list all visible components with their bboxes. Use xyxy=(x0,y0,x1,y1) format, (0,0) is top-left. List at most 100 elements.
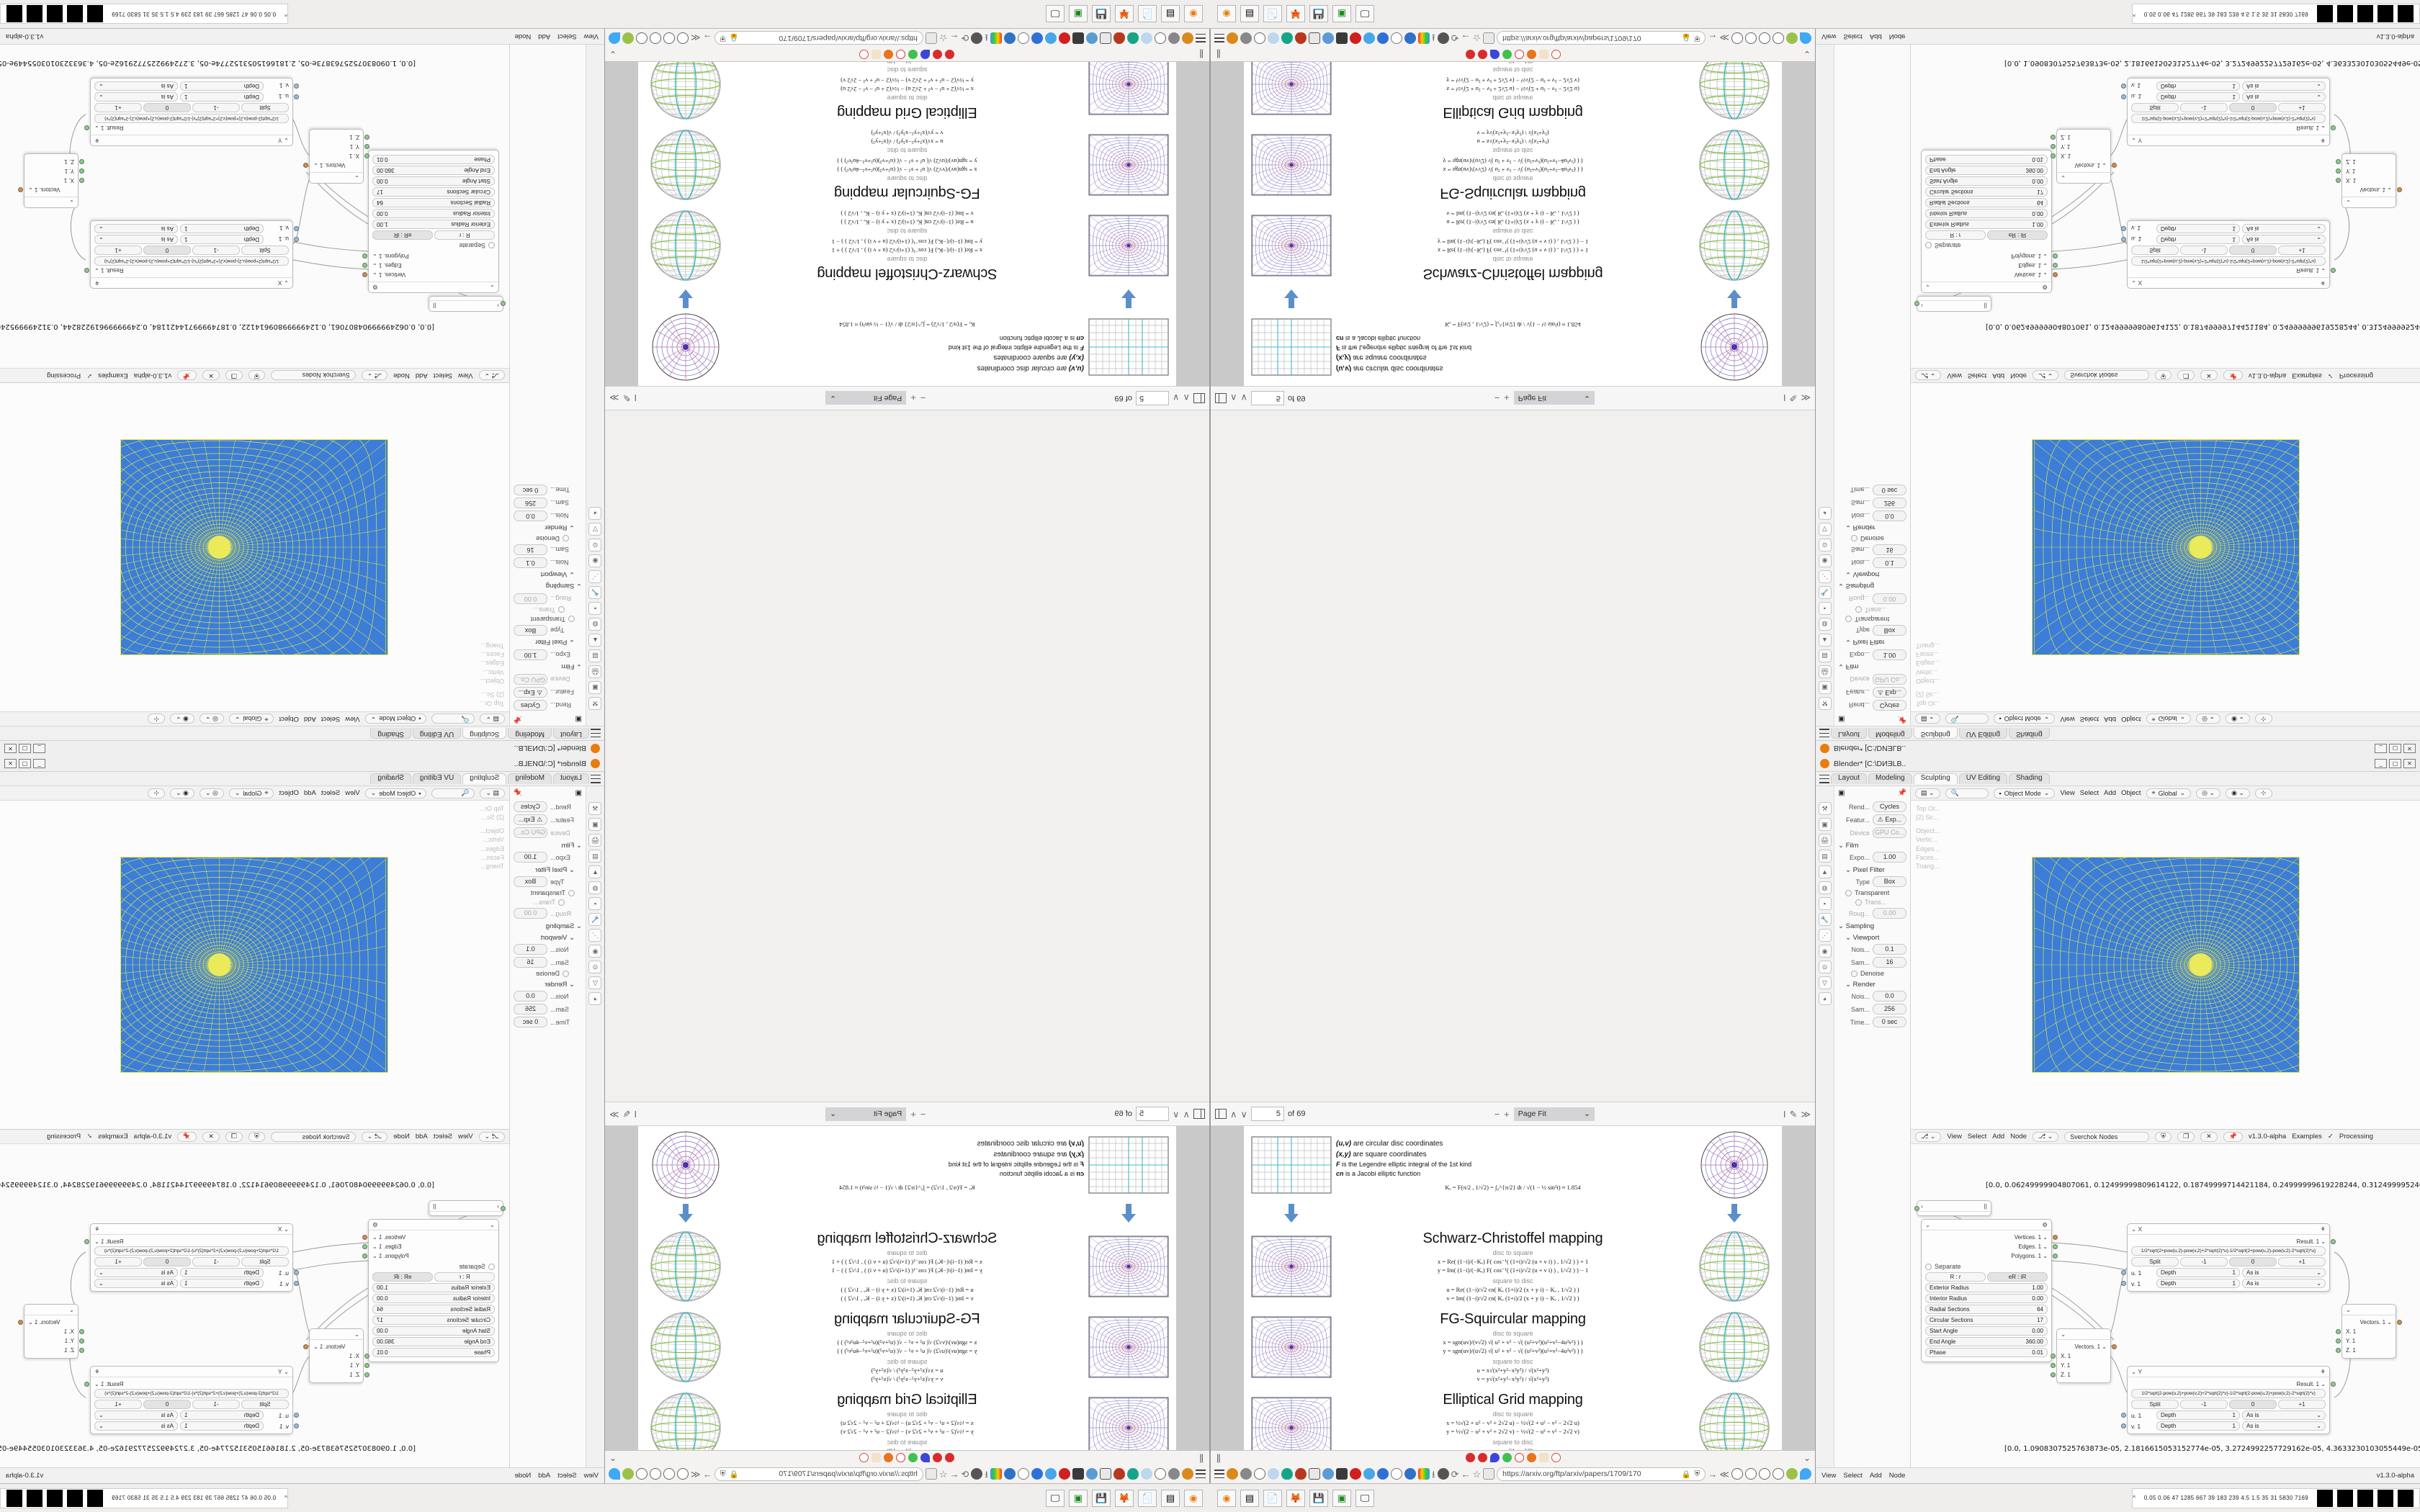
mode-select[interactable]: ▪ Object Mode ⌄ xyxy=(364,788,427,798)
transparent-toggle[interactable]: Transparent xyxy=(514,889,575,896)
url-bar[interactable]: https://arxiv.org/ftp/arxiv/papers/1709/… xyxy=(1497,31,1706,45)
sampling-section-header[interactable]: ⌄ Sampling xyxy=(1838,582,1875,590)
collapse-icon[interactable]: ⌄ xyxy=(2346,1305,2352,1313)
seg-zero[interactable]: 0 xyxy=(2229,103,2277,112)
node-socket-z[interactable] xyxy=(364,135,369,140)
formula-node-x[interactable]: ⌄ X ⚘ Result. 1 ⌄ 1/2*sqrt(2+pow(u,2)-po… xyxy=(2121,1223,2336,1292)
globe-icon[interactable] xyxy=(1141,32,1152,44)
torus-node[interactable]: ⌄ ⚙ Vertices. 1 ⌄ Edges. 1 ⌄ xyxy=(362,1219,499,1362)
3d-viewport[interactable]: Top Or... (2) Sc... Object... Vertic... … xyxy=(0,801,509,1129)
node-socket-x[interactable] xyxy=(364,1354,369,1359)
pdf-page-canvas[interactable]: (u,v) are circular disc coordinates (x,y… xyxy=(1211,62,1815,386)
chevron-down-icon[interactable]: ⌄ xyxy=(372,1243,377,1250)
workspace-tab-uv-editing[interactable]: UV Editing xyxy=(412,728,462,739)
pin-icon[interactable]: 📌 xyxy=(514,789,523,797)
container-tab-icon[interactable] xyxy=(1018,1468,1029,1480)
node-editor[interactable]: ⎇ ⌄ View Select Add Node ⎇ ⌄ Sverchok No… xyxy=(1911,1129,2420,1467)
add-icon[interactable] xyxy=(1031,1468,1043,1480)
constraints-icon[interactable]: ⊙ xyxy=(588,960,602,973)
draw-tool-icon[interactable]: ✎ xyxy=(622,1108,631,1120)
add-icon[interactable] xyxy=(1031,32,1043,44)
node-socket-y[interactable] xyxy=(79,168,84,174)
maximize-button[interactable]: ▢ xyxy=(19,759,31,768)
water-drop-icon[interactable] xyxy=(1800,32,1811,44)
processing-toggle[interactable]: Processing xyxy=(47,372,81,379)
menu-add[interactable]: Add xyxy=(2104,715,2117,723)
pin-icon[interactable]: 📌 xyxy=(177,1131,197,1142)
transform-orientation-select[interactable]: ⌖ Global ⌄ xyxy=(2146,788,2192,798)
shield-icon[interactable]: ⛨ xyxy=(248,370,265,381)
property-value[interactable]: Cycles xyxy=(514,700,547,711)
chevron-down-icon[interactable]: ⌄ xyxy=(2043,1253,2048,1259)
node-socket-x[interactable] xyxy=(2336,1329,2341,1334)
page-next-button[interactable]: ∨ xyxy=(1172,392,1180,404)
menu-view[interactable]: View xyxy=(458,372,473,379)
globe-icon[interactable] xyxy=(1268,32,1279,44)
flower2-icon[interactable] xyxy=(933,1453,943,1463)
thumbsup-icon[interactable] xyxy=(1254,32,1265,44)
param-circular-sections[interactable]: Circular Sections 17 xyxy=(1925,1315,2048,1325)
reader-mode-icon[interactable] xyxy=(925,32,937,44)
seg-split[interactable]: Split xyxy=(2131,103,2179,112)
screenshot-icon[interactable]: 🖵 xyxy=(1046,5,1065,23)
google-icon[interactable] xyxy=(1551,49,1561,59)
extension-c-icon[interactable] xyxy=(1759,32,1770,44)
collapsed-node[interactable]: › || xyxy=(1914,296,1991,312)
pin-icon[interactable]: 📌 xyxy=(514,715,523,723)
tray-caret-icon[interactable]: ^ xyxy=(284,11,287,17)
x-icon[interactable]: ✕ xyxy=(202,370,220,381)
node-socket-v[interactable] xyxy=(294,1281,299,1286)
chevron-down-icon[interactable]: ⌄ xyxy=(94,125,99,131)
mode-select[interactable]: ▪ Object Mode ⌄ xyxy=(364,714,427,724)
workspace-tab-layout[interactable]: Layout xyxy=(552,773,589,784)
chevron-down-icon[interactable]: ⌄ xyxy=(2387,1319,2392,1326)
reload-icon[interactable]: ⟳ xyxy=(1451,32,1459,44)
extension-a-icon[interactable] xyxy=(677,32,689,44)
pocket-icon[interactable] xyxy=(1437,32,1449,44)
close-button[interactable]: ✕ xyxy=(4,744,17,753)
property-value[interactable]: 16 xyxy=(1873,544,1906,555)
collapse-icon[interactable]: ⌄ X xyxy=(277,1225,289,1233)
property-value[interactable]: 256 xyxy=(1873,1004,1906,1014)
url-bar[interactable]: https://arxiv.org/ftp/arxiv/papers/1709/… xyxy=(714,31,923,45)
seg-plus1[interactable]: +1 xyxy=(2278,246,2326,255)
pocket-icon[interactable] xyxy=(1437,1468,1449,1480)
url-bar[interactable]: https://arxiv.org/ftp/arxiv/papers/1709/… xyxy=(1497,1467,1706,1481)
node-socket-edges[interactable] xyxy=(2053,263,2058,268)
output-icon[interactable]: 🖨 xyxy=(588,834,602,847)
sampling-section-header[interactable]: ⌄ Sampling xyxy=(545,582,582,590)
object-icon[interactable]: ▪ xyxy=(588,897,602,910)
status-node-menu[interactable]: Node xyxy=(1888,32,1906,40)
snap-icon[interactable]: ◎ ⌄ xyxy=(2196,788,2221,798)
node-socket-result[interactable] xyxy=(84,1382,89,1387)
shield-icon[interactable]: ⛨ xyxy=(2155,1131,2172,1142)
adblock-icon[interactable] xyxy=(1336,1468,1348,1480)
property-value[interactable]: 0.00 xyxy=(514,593,547,604)
download-icon[interactable]: ⭳ xyxy=(985,32,988,44)
denoise-toggle[interactable]: Denoise xyxy=(514,970,569,977)
node-canvas[interactable]: [0.0, 0.06249999904807061, 0.12499999809… xyxy=(0,1144,509,1467)
status-node-menu[interactable]: Node xyxy=(514,1472,532,1480)
node-socket-v[interactable] xyxy=(2121,84,2126,89)
menu-add[interactable]: Add xyxy=(2104,789,2117,797)
film-section-header[interactable]: ⌄ Film xyxy=(561,842,582,850)
property-value[interactable]: 0.1 xyxy=(514,557,547,568)
constraints-icon[interactable]: ⊙ xyxy=(1818,539,1832,552)
text-select-tool[interactable]: I xyxy=(1783,1108,1786,1120)
node-socket-x[interactable] xyxy=(79,178,84,183)
node-socket-vertices[interactable] xyxy=(362,272,367,277)
constraints-icon[interactable]: ⊙ xyxy=(1818,960,1832,973)
scene-icon[interactable]: ▲ xyxy=(588,865,602,878)
workspace-tab-modeling[interactable]: Modeling xyxy=(508,773,552,784)
collapse-icon[interactable]: ⌄ Y xyxy=(2131,137,2143,145)
chevron-down-icon[interactable]: ⌄ xyxy=(2316,236,2321,243)
collapse-icon[interactable]: ⌄ xyxy=(2346,199,2352,207)
output-icon[interactable]: 🖨 xyxy=(1818,665,1832,678)
seg-plus1[interactable]: +1 xyxy=(94,246,142,255)
formula-expression-y[interactable]: 1/2*sqrt(2-pow(u,2)+pow(v,2)+2*sqrt(2)*v… xyxy=(94,1389,289,1398)
node-socket-u[interactable] xyxy=(294,1270,299,1275)
tab-erir[interactable]: eR : iR xyxy=(372,1272,433,1282)
chevron-down-icon[interactable]: ⌄ xyxy=(28,186,33,193)
scholar-icon[interactable] xyxy=(871,49,882,59)
modifier-icon[interactable]: 🔧 xyxy=(1818,913,1832,926)
